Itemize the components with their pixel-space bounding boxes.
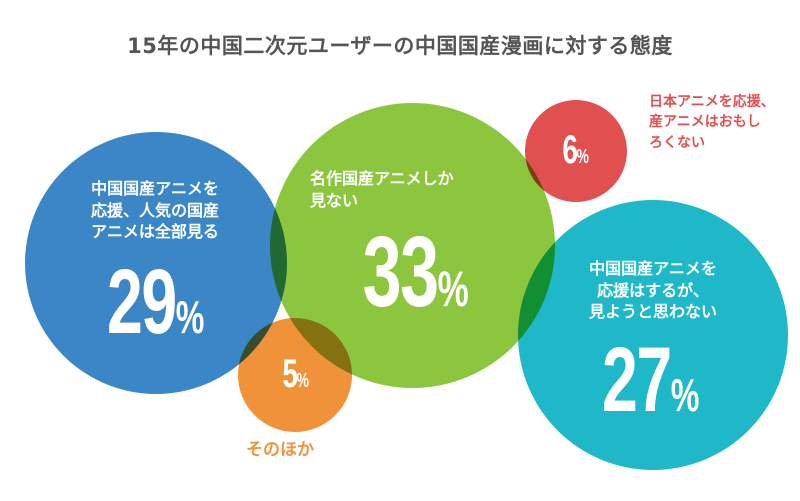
label-line: そのほか	[246, 440, 314, 460]
label-line: 応援はするが、	[597, 280, 709, 300]
label-line: 見ようと思わない	[588, 302, 717, 322]
value-number: 29	[106, 251, 177, 353]
value-blue: 29%	[85, 250, 225, 355]
label-line: 産アニメはおもし	[649, 114, 761, 131]
label-orange: そのほか	[246, 438, 314, 463]
label-line: 中国国産アニメを	[91, 179, 219, 198]
percent-sign: %	[670, 369, 700, 421]
label-line: 見ない	[310, 190, 359, 210]
percent-sign: %	[576, 146, 589, 168]
label-line: アニメは全部見る	[91, 222, 219, 242]
value-green: 33%	[342, 215, 489, 330]
label-line: 名作国産アニメしか	[310, 169, 454, 188]
label-line: 応援、人気の国産	[90, 200, 219, 220]
label-red: 日本アニメを応援、 産アニメはおもし ろくない	[649, 92, 775, 153]
chart-title: 15年の中国二次元ユーザーの中国国産漫画に対する態度	[127, 34, 673, 58]
label-line: 中国国産アニメを	[589, 259, 717, 278]
value-teal: 27%	[580, 328, 720, 433]
value-number: 33	[362, 216, 439, 328]
label-line: ろくない	[649, 134, 705, 151]
percent-sign: %	[437, 261, 469, 317]
value-number: 6	[562, 128, 578, 172]
bubble-red	[525, 100, 627, 202]
label-teal: 中国国産アニメを 応援はするが、 見ようと思わない	[553, 258, 753, 323]
label-green: 名作国産アニメしか 見ない	[300, 168, 520, 211]
label-line: 日本アニメを応援、	[649, 94, 775, 110]
value-number: 5	[282, 352, 298, 396]
percent-sign: %	[296, 370, 309, 392]
bubble-teal	[518, 200, 788, 470]
value-orange: 5%	[271, 352, 320, 397]
bubble-orange	[238, 318, 352, 432]
label-blue: 中国国産アニメを 応援、人気の国産 アニメは全部見る	[60, 178, 250, 243]
value-red: 6%	[551, 128, 600, 173]
value-number: 27	[601, 329, 672, 431]
percent-sign: %	[175, 291, 205, 343]
